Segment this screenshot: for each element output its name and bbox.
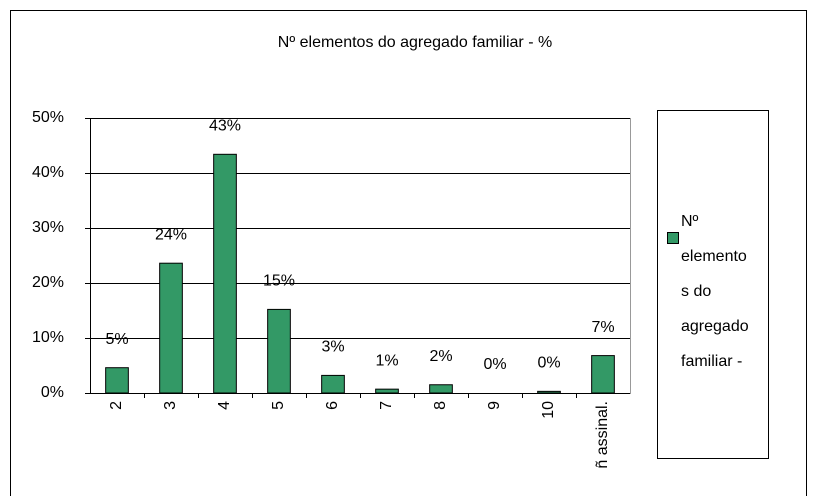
bar (537, 390, 561, 394)
bar (105, 367, 129, 394)
value-label: 15% (263, 273, 295, 290)
chart-title: Nº elementos do agregado familiar - % (278, 34, 552, 51)
x-tick-label: 9 (486, 401, 503, 410)
bar (429, 384, 453, 394)
value-label: 43% (209, 118, 241, 135)
x-tick-label: 4 (216, 401, 233, 410)
y-tick-label: 30% (32, 219, 64, 236)
x-tick-label: 3 (162, 401, 179, 410)
legend-label: Nº elementos do agregado familiar - (681, 213, 749, 370)
value-label: 24% (155, 226, 187, 243)
value-label: 0% (483, 356, 506, 373)
x-tick-label: 10 (540, 401, 557, 419)
y-tick-label: 10% (32, 329, 64, 346)
value-label: 3% (321, 339, 344, 356)
y-tick-label: 0% (41, 384, 64, 401)
y-tick-label: 40% (32, 164, 64, 181)
bar (375, 388, 399, 394)
y-tick-label: 20% (32, 274, 64, 291)
value-label: 5% (105, 331, 128, 348)
legend-swatch (667, 232, 679, 244)
value-label: 7% (591, 319, 614, 336)
bar (213, 153, 237, 394)
x-tick-label: 2 (108, 401, 125, 410)
x-tick-label: ñ assinal. (594, 401, 611, 469)
bar (591, 355, 615, 394)
bar (321, 374, 345, 394)
value-label: 0% (537, 355, 560, 372)
x-tick-label: 6 (324, 401, 341, 410)
legend-box (657, 110, 769, 459)
value-label: 1% (375, 352, 398, 369)
bar (159, 262, 183, 394)
value-label: 2% (429, 348, 452, 365)
y-tick-label: 50% (32, 109, 64, 126)
x-tick-label: 5 (270, 401, 287, 410)
bar (267, 308, 291, 394)
x-tick-label: 7 (378, 401, 395, 410)
x-tick-label: 8 (432, 401, 449, 410)
